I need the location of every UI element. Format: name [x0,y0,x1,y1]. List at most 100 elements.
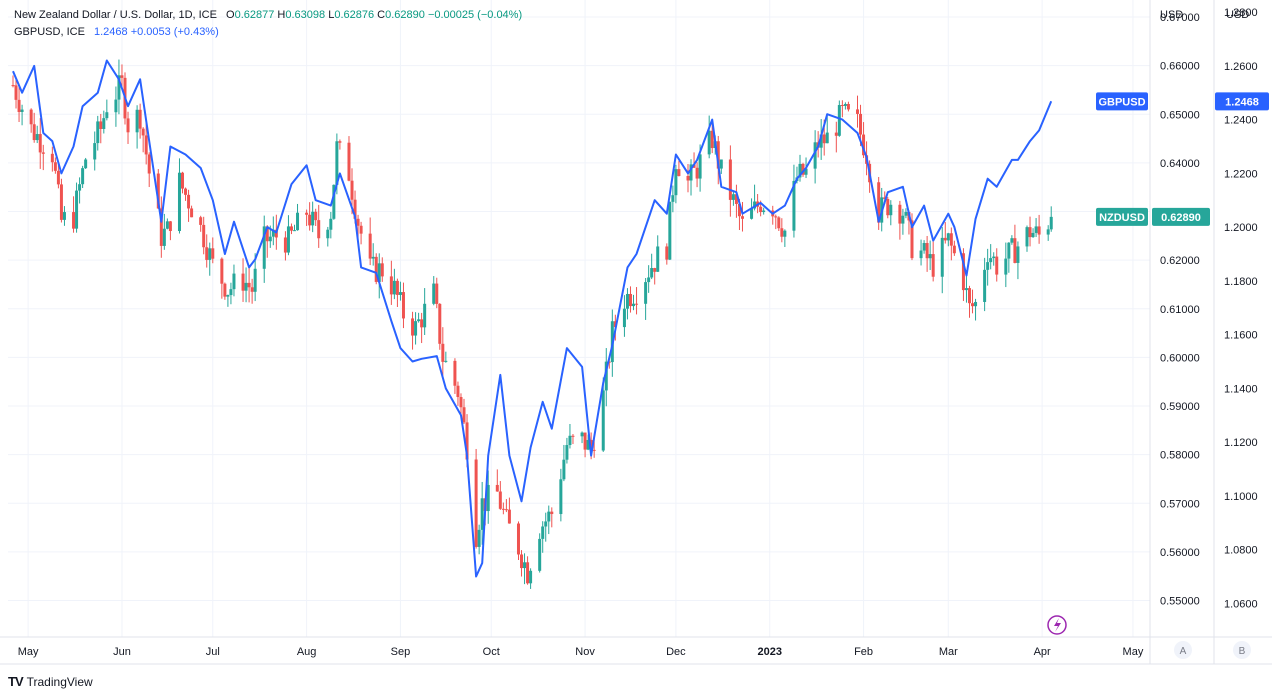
gbp-tick-label: 1.1400 [1224,383,1258,395]
candle-body [774,216,778,218]
candle-body [265,226,269,242]
auto-scale-button[interactable] [1174,641,1192,659]
candle-body [262,226,266,269]
candle-body [541,526,545,539]
candle-body [441,343,445,362]
candle-body [199,217,203,225]
candle-body [1046,229,1050,235]
gbp-tick-label: 1.2600 [1224,61,1258,73]
candle-body [856,109,859,114]
candle-body [886,198,890,216]
candle-body [250,287,254,292]
candle-body [462,407,466,423]
nzdusd-name-badge-text: NZDUSD [1099,212,1145,224]
candle-body [986,262,990,270]
candle-body [707,130,711,155]
candle-body [444,360,448,362]
log-scale-button-label: B [1239,646,1246,657]
axes: 0.55000 0.56000 0.57000 0.58000 0.59000 0.600… [0,0,1272,665]
candle-body [656,246,660,272]
gbp-tick-label: 1.0600 [1224,598,1258,610]
main-legend: New Zealand Dollar / U.S. Dollar, 1D, IC… [14,8,522,22]
candle-body [671,195,675,202]
candle-body [504,509,508,511]
candle-body [901,215,905,224]
candle-body [837,105,841,136]
candle-body [940,237,944,277]
lightning-icon[interactable] [1047,615,1067,635]
change-value: −0.00025 (−0.04%) [427,9,523,21]
symbol-title[interactable]: New Zealand Dollar / U.S. Dollar, 1D, IC… [14,9,217,21]
gbp-tick-label: 1.2000 [1224,222,1258,234]
candle-body [719,159,723,169]
candle-body [759,206,763,213]
candle-body [184,188,188,195]
candle-body [792,180,796,231]
candle-body [668,201,672,260]
candle-body [592,449,596,451]
nzdusd-name-badge [1096,207,1148,226]
candle-body [229,289,233,296]
candle-body [356,218,360,226]
candle-body [731,194,735,200]
x-tick-label: Oct [483,646,500,658]
candle-body [859,113,863,135]
candle-body [135,109,139,133]
candle-body [374,256,378,282]
candle-body [647,277,651,283]
candle-body [17,99,21,112]
candle-body [168,221,172,232]
candle-body [737,203,741,217]
candle-body [81,168,85,185]
candle-body [126,118,130,133]
nzd-tick-label: 0.61000 [1160,304,1200,316]
grid-lines [8,0,1150,637]
candle-body [989,258,993,263]
candle-body [665,246,669,260]
candle-body [414,321,418,336]
candle-body [308,214,312,226]
candle-body [465,422,469,460]
candle-body [974,301,978,307]
candle-body [56,170,60,185]
candle-body [580,432,584,437]
compare-symbol-title[interactable]: GBPUSD, ICE [14,26,85,38]
candle-body [293,230,296,232]
close-value: 0.62890 [385,9,425,21]
candle-body [689,164,693,181]
candle-body [395,280,399,295]
candle-body [1028,227,1032,238]
compare-value: 1.2468 [93,26,128,38]
high-label: H [277,9,286,21]
candle-body [507,509,511,524]
x-tick-label: May [1123,646,1144,658]
candle-body [359,225,363,234]
candle-body [84,159,88,169]
candle-body [632,303,636,307]
auto-scale-button-label: A [1180,646,1187,657]
candle-body [1010,238,1014,243]
log-scale-button[interactable] [1233,641,1251,659]
candle-body [586,439,590,450]
candle-body [50,153,54,163]
nzd-tick-label: 0.57000 [1160,498,1200,510]
candle-body [271,229,275,237]
candle-body [350,180,354,200]
candle-body [377,263,381,282]
gbp-tick-label: 1.2400 [1224,115,1258,127]
tradingview-brand[interactable]: TV TradingView [8,674,93,689]
gbpusd-series-line [12,59,1053,578]
candle-body [919,250,923,259]
candle-body [147,154,151,174]
gbp-tick-label: 1.2800 [1224,7,1258,19]
candle-body [877,182,881,223]
candle-body [910,220,914,259]
candle-body [332,184,336,219]
candle-body [925,243,929,259]
nzd-tick-label: 0.66000 [1160,61,1200,73]
nzd-tick-label: 0.59000 [1160,401,1200,413]
candle-body [99,121,103,129]
nzdusd-candles [11,59,1053,589]
candle-body [501,508,505,510]
